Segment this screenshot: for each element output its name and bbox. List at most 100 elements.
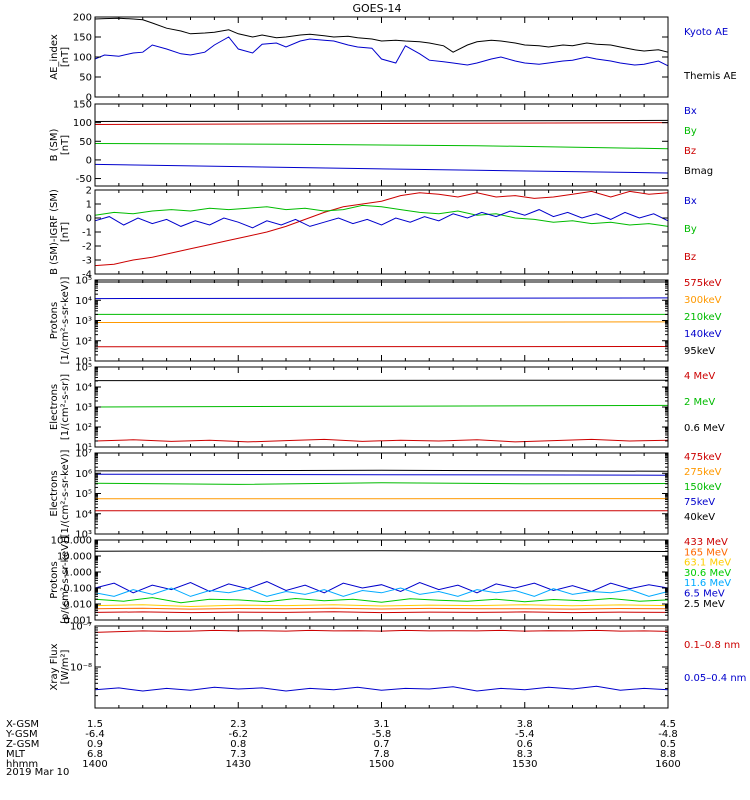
- y-tick-label: -50: [76, 174, 92, 185]
- y-tick-label: 10³: [75, 316, 92, 327]
- legend-entry: By: [684, 126, 697, 137]
- series-bsm-0: [94, 119, 669, 122]
- y-tick-label: 150: [73, 33, 92, 44]
- legend-entry: Kyoto AE: [684, 27, 728, 38]
- panel-frame: [94, 16, 669, 98]
- y-tick-label: 10.000: [57, 552, 92, 563]
- legend-entry: 140keV: [684, 329, 722, 340]
- panel-frame: [94, 539, 669, 621]
- legend-entry: 210keV: [684, 312, 722, 323]
- legend-entry: 2.5 MeV: [684, 599, 725, 610]
- legend-entry: 433 MeV: [684, 537, 728, 548]
- y-tick-label: 10⁴: [75, 296, 92, 307]
- ephemeris-value: 0.6: [517, 739, 533, 750]
- y-axis-label: B (SM)[nT]: [49, 128, 71, 161]
- panel-frame: [94, 279, 669, 362]
- legend-entry: Bx: [684, 106, 697, 117]
- panel-electrons-kev: 10³ 10⁴ 10⁵ 10⁶ 10⁷ Electrons[1/(cm²-s-sr-keV…: [49, 449, 722, 541]
- legend-entry: 165 MeV: [684, 547, 728, 558]
- y-tick-label: 10³: [75, 530, 92, 541]
- ephemeris-value: -5.4: [515, 729, 535, 740]
- y-tick-label: 10¹: [75, 443, 92, 454]
- y-tick-label: 0.010: [63, 600, 92, 611]
- ephemeris-value: 1530: [512, 759, 537, 770]
- legend-entry: Bmag: [684, 166, 713, 177]
- ephemeris-value: 1.5: [87, 719, 103, 730]
- series-electrons-mev-2: [94, 438, 669, 443]
- y-tick-label: 10⁻⁷: [70, 622, 92, 633]
- ephemeris-value: 7.3: [230, 749, 246, 760]
- y-tick-label: 10⁶: [75, 469, 92, 480]
- ephemeris-value: 3.8: [517, 719, 533, 730]
- y-tick-label: 200: [73, 13, 92, 24]
- series-xray-1: [94, 685, 669, 692]
- panel-frame: [94, 452, 669, 535]
- panel-frame: [94, 189, 669, 275]
- legend-entry: Bz: [684, 146, 696, 157]
- y-tick-label: 10⁵: [75, 489, 92, 500]
- legend-entry: 275keV: [684, 467, 722, 478]
- y-tick-label: -3: [82, 256, 92, 267]
- series-electrons-mev-1: [94, 404, 669, 408]
- legend-entry: 2 MeV: [684, 397, 715, 408]
- legend-entry: 30.6 MeV: [684, 568, 731, 579]
- y-tick-label: 10⁻⁸: [70, 663, 92, 674]
- legend-entry: 11.6 MeV: [684, 578, 731, 589]
- y-tick-label: 0: [86, 155, 92, 166]
- panel-electrons-mev: 10¹ 10² 10³ 10⁴ 10⁵ Electrons[1/(cm²-s-sr)] 4 …: [49, 363, 725, 454]
- y-tick-label: 10²: [75, 336, 92, 347]
- ephemeris-value: 8.3: [517, 749, 533, 760]
- ephemeris-value: 1400: [82, 759, 107, 770]
- y-tick-label: 0.001: [63, 616, 92, 627]
- y-axis-label: Electrons[1/(cm²-s-sr-keV)]: [49, 450, 71, 538]
- ephemeris-row-label: Y-GSM: [5, 729, 38, 740]
- ephemeris-row-label: MLT: [6, 749, 26, 760]
- y-axis-label: AE_index[nT]: [49, 34, 71, 80]
- y-tick-label: 0.100: [63, 584, 92, 595]
- legend-entry: 0.6 MeV: [684, 423, 725, 434]
- legend-entry: 0.05–0.4 nm: [684, 673, 746, 684]
- y-tick-label: 50: [79, 73, 92, 84]
- series-protons-high-1: [94, 581, 669, 594]
- ephemeris-value: -5.8: [372, 729, 392, 740]
- y-tick-label: 10²: [75, 423, 92, 434]
- legend-entry: Bx: [684, 196, 697, 207]
- ephemeris-value: 0.9: [87, 739, 103, 750]
- y-axis-label: Electrons[1/(cm²-s-sr)]: [49, 374, 71, 440]
- y-tick-label: 10⁴: [75, 509, 92, 520]
- legend-entry: 40keV: [684, 512, 715, 523]
- y-tick-label: 0: [86, 93, 92, 104]
- ephemeris-value: 0.8: [230, 739, 246, 750]
- y-tick-label: 10⁴: [75, 383, 92, 394]
- y-axis-label: Protons[p/(cm²-s-sr-keV)]: [49, 536, 71, 624]
- series-protons-high-3: [94, 597, 669, 604]
- y-tick-label: 10¹: [75, 357, 92, 368]
- panel-bdiff: -4 -3 -2 -1 0 1 2 B (SM)-IGRF (SM)[nT] Bx By Bz: [49, 186, 697, 281]
- ephemeris-value: 2.3: [230, 719, 246, 730]
- ephemeris-value: 0.7: [374, 739, 390, 750]
- ephemeris-value: 7.8: [374, 749, 390, 760]
- series-bdiff-0: [94, 190, 669, 267]
- panel-bsm: -50 0 50 100 150 B (SM)[nT] Bx By Bz Bmag: [49, 100, 713, 187]
- ephemeris-row-label: hhmm: [6, 759, 38, 770]
- y-tick-label: 10⁷: [75, 449, 92, 460]
- series-protons-high-5: [94, 607, 669, 610]
- legend-entry: 6.5 MeV: [684, 589, 725, 600]
- y-tick-label: 10³: [75, 403, 92, 414]
- ephemeris-value: -6.4: [85, 729, 105, 740]
- ephemeris-value: 1430: [226, 759, 251, 770]
- series-bsm-3: [94, 163, 669, 174]
- legend-entry: 95keV: [684, 346, 715, 357]
- ephemeris-value: 3.1: [374, 719, 390, 730]
- series-protons-high-6: [94, 611, 669, 614]
- panel-protons-low: 10¹ 10² 10³ 10⁴ 10⁵ Protons[1/(cm²-s-sr-keV)]…: [49, 276, 722, 368]
- series-protons-high-4: [94, 604, 669, 608]
- y-tick-label: 1.000: [63, 568, 92, 579]
- y-axis-label: B (SM)-IGRF (SM)[nT]: [49, 189, 71, 275]
- panel-protons-high: 0.001 0.010 0.100 1.000 10.000 100.000Protons…: [49, 536, 731, 627]
- ephemeris-row-label: Z-GSM: [6, 739, 39, 750]
- y-tick-label: 0: [86, 214, 92, 225]
- ephemeris-value: 0.5: [660, 739, 676, 750]
- y-tick-label: 2: [86, 186, 92, 197]
- y-axis-label: Xray Flux[W/m²]: [49, 643, 71, 690]
